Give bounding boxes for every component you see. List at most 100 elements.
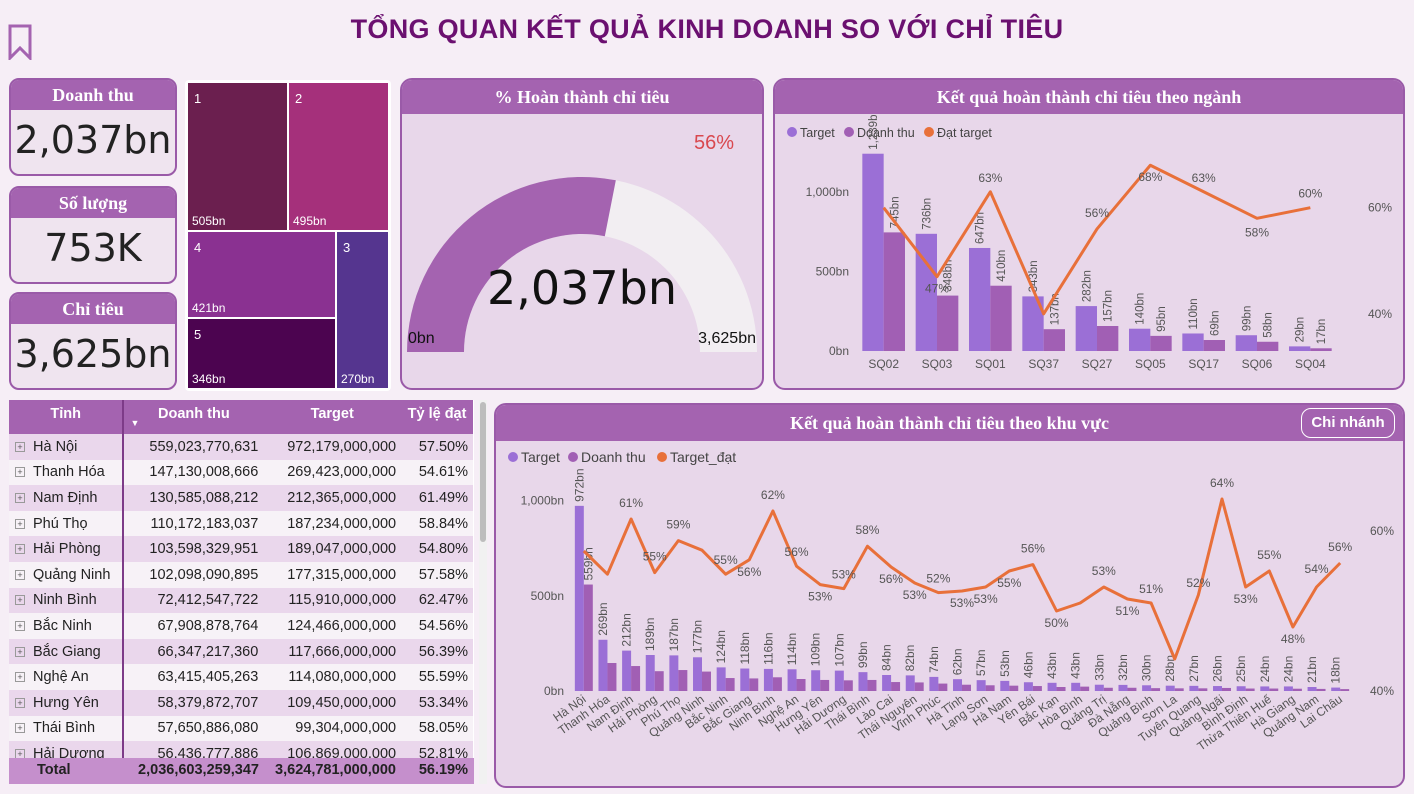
- kpi-target-value: 3,625bn: [14, 332, 172, 376]
- table-row[interactable]: + Hưng Yên 58,379,872,707 109,450,000,000 53…: [9, 689, 473, 716]
- expand-icon[interactable]: +: [15, 569, 25, 580]
- bar-revenue: [749, 678, 759, 691]
- industry-chart-panel: Kết quả hoàn thành chỉ tiêu theo ngành T…: [773, 78, 1405, 390]
- bar-revenue: [1292, 688, 1302, 691]
- expand-icon[interactable]: +: [15, 697, 25, 708]
- treemap-cell-2[interactable]: 2 495bn: [289, 83, 388, 230]
- bar-target: [574, 505, 584, 691]
- line-data-label: 51%: [1115, 604, 1139, 618]
- treemap-cell-1[interactable]: 1 505bn: [188, 83, 287, 230]
- y-tick-label: 500bn: [531, 589, 564, 603]
- bar-target: [1118, 684, 1128, 691]
- cell-rate: 58.84%: [401, 510, 473, 537]
- line-data-label: 48%: [1281, 632, 1305, 646]
- cell-rate: 62.47%: [401, 587, 473, 614]
- region-chart-panel: Kết quả hoàn thành chỉ tiêu theo khu vực…: [494, 403, 1405, 788]
- cell-target: 269,423,000,000: [263, 459, 402, 486]
- treemap-cell-3[interactable]: 3 270bn: [337, 232, 388, 388]
- bar-label-target: 25bn: [1234, 656, 1248, 683]
- bar-target: [645, 655, 655, 691]
- bar-target: [953, 679, 962, 691]
- table-scrollbar[interactable]: [479, 400, 487, 784]
- bar-label-target: 82bn: [903, 645, 917, 672]
- province-name: Thái Bình: [33, 720, 96, 737]
- table-row[interactable]: + Nghệ An 63,415,405,263 114,080,000,000 55.…: [9, 664, 473, 690]
- table-row[interactable]: + Thanh Hóa 147,130,008,666 269,423,000,000…: [9, 459, 473, 486]
- expand-icon[interactable]: +: [15, 620, 25, 631]
- expand-icon[interactable]: +: [15, 672, 25, 683]
- cell-revenue: 147,130,008,666: [122, 459, 264, 486]
- expand-icon[interactable]: +: [15, 441, 25, 452]
- bar-target: [1189, 685, 1199, 691]
- table-row[interactable]: + Hải Phòng 103,598,329,951 189,047,000,000…: [9, 536, 473, 562]
- bar-revenue: [938, 683, 948, 691]
- bar-label-target: 269bn: [596, 602, 610, 635]
- table-row[interactable]: + Bắc Giang 66,347,217,360 117,666,000,000 5…: [9, 638, 473, 665]
- bar-label-target: 736bn: [921, 198, 933, 230]
- expand-icon[interactable]: +: [15, 646, 25, 657]
- cell-province: + Phú Thọ: [9, 510, 124, 537]
- bar-label-target: 212bn: [620, 613, 634, 646]
- bar-target: [1071, 682, 1081, 691]
- table-row[interactable]: + Thái Bình 57,650,886,080 99,304,000,000 58…: [9, 715, 473, 742]
- expand-icon[interactable]: +: [15, 544, 25, 555]
- table-row[interactable]: + Quảng Ninh 102,098,090,895 177,315,000,00…: [9, 561, 473, 588]
- treemap-cell-id: 1: [194, 91, 202, 106]
- province-name: Quảng Ninh: [33, 566, 111, 583]
- y2-tick-label: 60%: [1368, 201, 1392, 215]
- line-data-label: 52%: [926, 572, 950, 586]
- bookmark-icon[interactable]: [8, 24, 32, 60]
- scrollbar-thumb[interactable]: [480, 402, 486, 542]
- province-name: Bắc Giang: [33, 643, 101, 660]
- table-row[interactable]: + Bắc Ninh 67,908,878,764 124,466,000,000 54…: [9, 613, 473, 639]
- cell-rate: 57.50%: [401, 434, 473, 460]
- bar-revenue: [725, 678, 735, 691]
- bar-revenue: [1151, 688, 1161, 691]
- treemap-cell-value: 495bn: [293, 214, 327, 228]
- treemap-cell-4[interactable]: 4 421bn: [188, 232, 335, 317]
- treemap: 1 505bn 2 495bn 4 421bn 3 270bn 5 346bn: [185, 80, 391, 391]
- province-name: Hải Phòng: [33, 541, 101, 558]
- cell-target: 99,304,000,000: [263, 715, 402, 742]
- line-data-label: 56%: [785, 545, 809, 559]
- branch-button[interactable]: Chi nhánh: [1301, 408, 1395, 438]
- line-data-label: 53%: [1234, 592, 1258, 606]
- bar-revenue: [985, 685, 995, 691]
- col-header-rate[interactable]: Tỷ lệ đạt: [401, 400, 473, 434]
- cell-rate: 56.39%: [401, 638, 473, 665]
- cell-revenue: 67,908,878,764: [122, 613, 264, 639]
- cell-province: + Nghệ An: [9, 664, 124, 690]
- cell-target: 114,080,000,000: [263, 664, 402, 690]
- bar-label-target: 57bn: [974, 649, 988, 676]
- bar-label-revenue: 348bn: [943, 260, 955, 292]
- table-row[interactable]: + Nam Định 130,585,088,212 212,365,000,000 6…: [9, 485, 473, 511]
- line-data-label: 56%: [1328, 540, 1352, 554]
- col-header-target[interactable]: Target: [263, 400, 402, 434]
- bar-target: [929, 676, 939, 691]
- bar-target: [834, 670, 844, 691]
- bar-label-target: 109bn: [809, 633, 823, 666]
- cell-revenue: 559,023,770,631: [122, 434, 264, 460]
- cell-revenue: 102,098,090,895: [122, 561, 264, 588]
- x-tick-label: SQ27: [1082, 357, 1113, 371]
- col-header-revenue[interactable]: Doanh thu ▼: [122, 400, 264, 434]
- legend-label: Target_đạt: [670, 449, 736, 465]
- bar-label-target: 118bn: [738, 632, 752, 664]
- table-row[interactable]: + Phú Thọ 110,172,183,037 187,234,000,000 58…: [9, 510, 473, 537]
- expand-icon[interactable]: +: [15, 595, 25, 606]
- treemap-cell-5[interactable]: 5 346bn: [188, 319, 335, 388]
- expand-icon[interactable]: +: [15, 467, 25, 478]
- table-row[interactable]: + Hà Nội 559,023,770,631 972,179,000,000 57.…: [9, 434, 473, 460]
- bar-revenue: [1032, 686, 1042, 691]
- bar-label-target: 177bn: [691, 620, 705, 653]
- bar-target: [1023, 682, 1033, 691]
- expand-icon[interactable]: +: [15, 723, 25, 734]
- col-header-province[interactable]: Tỉnh: [9, 400, 124, 434]
- total-label: Total: [37, 762, 71, 778]
- bar-label-target: 972bn: [572, 468, 586, 501]
- expand-icon[interactable]: +: [15, 518, 25, 529]
- legend-marker: [568, 452, 578, 462]
- table-row[interactable]: + Ninh Bình 72,412,547,722 115,910,000,000 6…: [9, 587, 473, 614]
- expand-icon[interactable]: +: [15, 492, 25, 503]
- x-tick-label: SQ05: [1135, 357, 1166, 371]
